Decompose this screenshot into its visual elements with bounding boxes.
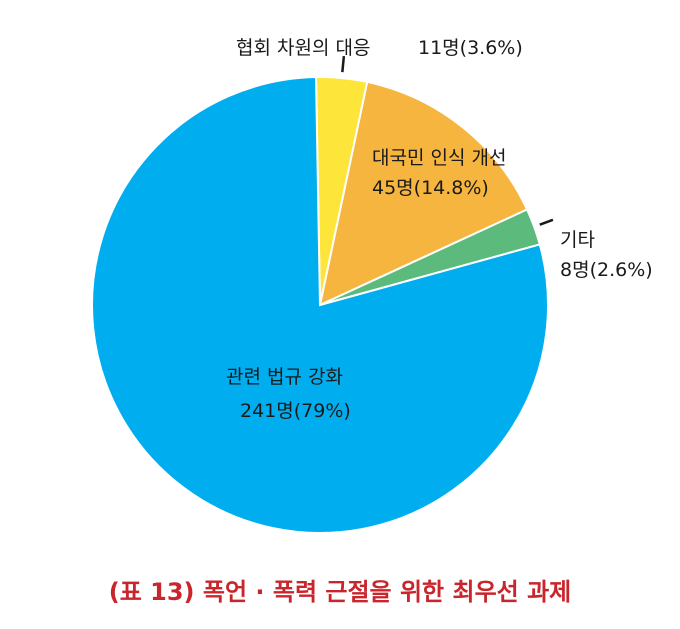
leader-line-0 [341,56,346,73]
label-기타-name: 기타 [560,229,595,251]
pie-slice-1 [318,80,529,307]
label-기타-count: 8명(2.6%) [560,259,653,281]
label-관련법규-count: 241명(79%) [240,400,351,422]
label-대국민-count: 45명(14.8%) [372,177,489,199]
pie-slices [91,76,549,534]
label-대국민-name: 대국민 인식 개선 [372,147,506,169]
label-협회-count: 11명(3.6%) [418,37,523,59]
label-협회-name: 협회 차원의 대응 [236,37,370,59]
leader-line-2 [539,218,554,226]
leader-lines [341,56,554,226]
pie-slice-3 [91,76,549,534]
label-관련법규-name: 관련 법규 강화 [226,366,343,388]
chart-caption: (표 13) 폭언 · 폭력 근절을 위한 최우선 과제 [108,578,572,606]
